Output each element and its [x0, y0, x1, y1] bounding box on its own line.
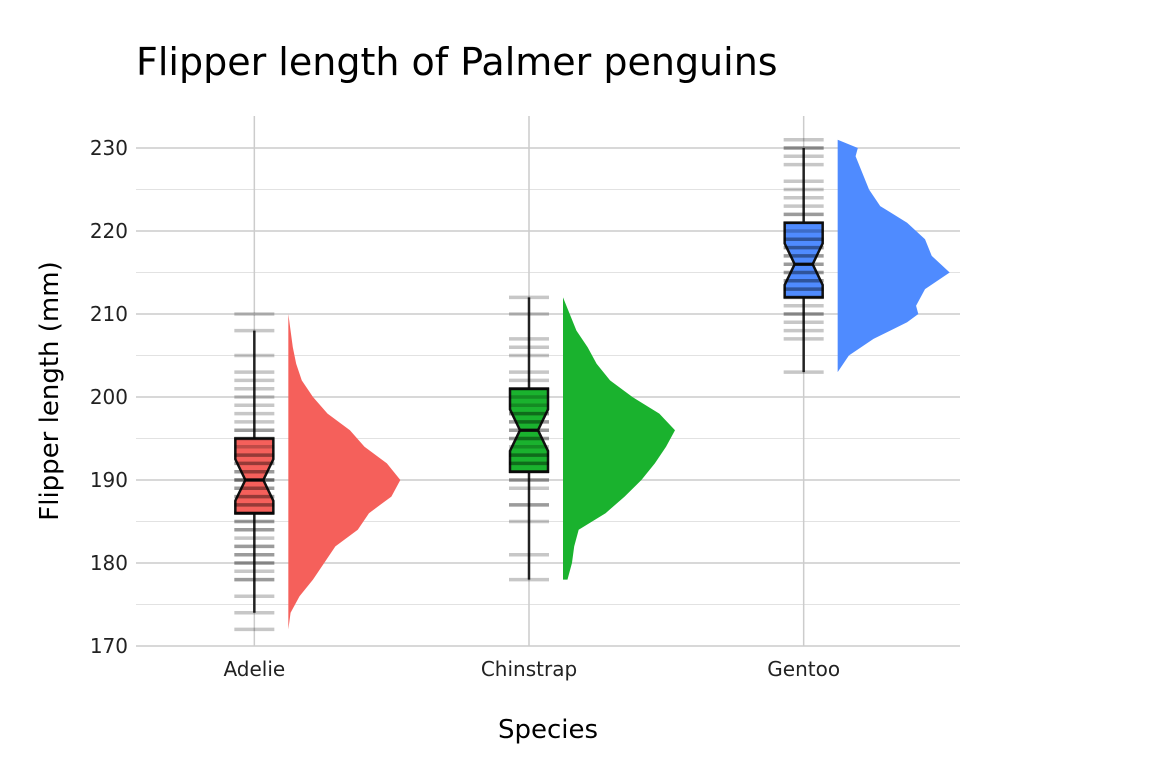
- y-tick-label: 180: [90, 551, 128, 575]
- density-cloud: [837, 139, 950, 373]
- y-tick-label: 210: [90, 302, 128, 326]
- x-axis-title: Species: [498, 715, 598, 745]
- x-tick-label: Adelie: [223, 657, 285, 681]
- x-tick-label: Gentoo: [767, 657, 840, 681]
- series-adelie: [234, 312, 401, 632]
- y-tick-label: 200: [90, 385, 128, 409]
- box: [783, 221, 824, 299]
- y-tick-label: 190: [90, 468, 128, 492]
- y-tick-label: 230: [90, 136, 128, 160]
- y-tick-label: 220: [90, 219, 128, 243]
- chart-title: Flipper length of Palmer penguins: [136, 40, 778, 84]
- series-chinstrap: [508, 295, 675, 582]
- box: [234, 437, 275, 515]
- y-axis-title: Flipper length (mm): [35, 261, 65, 520]
- series-gentoo: [783, 137, 950, 374]
- x-tick-label: Chinstrap: [481, 657, 577, 681]
- density-cloud: [563, 297, 675, 580]
- y-tick-label: 170: [90, 634, 128, 658]
- density-cloud: [288, 314, 401, 630]
